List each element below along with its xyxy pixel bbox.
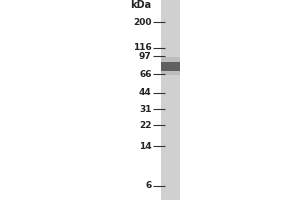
Text: 116: 116 bbox=[133, 43, 152, 52]
Bar bbox=[160, 62, 180, 71]
Text: 6: 6 bbox=[145, 181, 152, 190]
Text: 31: 31 bbox=[139, 105, 152, 114]
Text: 44: 44 bbox=[139, 88, 152, 97]
Text: 66: 66 bbox=[139, 70, 152, 79]
Bar bbox=[160, 0, 180, 200]
Text: 97: 97 bbox=[139, 52, 152, 61]
Text: 14: 14 bbox=[139, 142, 152, 151]
Text: 200: 200 bbox=[133, 18, 152, 27]
Text: kDa: kDa bbox=[130, 0, 152, 10]
Text: 22: 22 bbox=[139, 121, 152, 130]
Bar bbox=[160, 57, 180, 75]
